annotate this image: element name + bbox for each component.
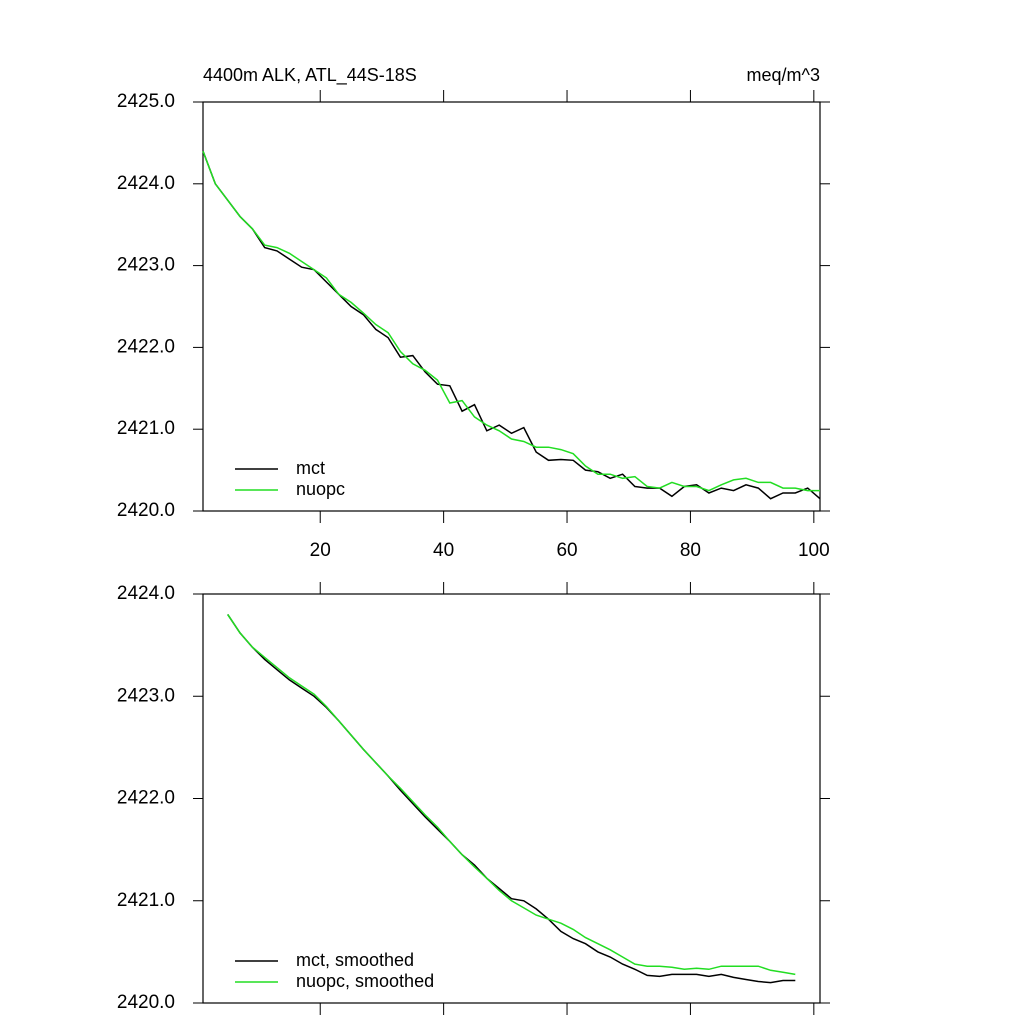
x-tick-label: 20 [310, 540, 331, 561]
y-tick-label: 2424.0 [117, 173, 175, 194]
legend-label: nuopc, smoothed [296, 971, 434, 991]
x-tick-label: 40 [433, 540, 454, 561]
data-line [227, 613, 796, 976]
y-tick-label: 2423.0 [117, 255, 175, 276]
data-line [202, 150, 821, 500]
y-tick-label: 2421.0 [117, 890, 175, 911]
legend-label: mct [296, 458, 325, 478]
y-tick-label: 2425.0 [117, 91, 175, 112]
legend-label: nuopc [296, 479, 345, 499]
x-tick-label: 100 [798, 540, 830, 561]
y-tick-label: 2422.0 [117, 336, 175, 357]
y-tick-label: 2421.0 [117, 418, 175, 439]
y-tick-label: 2422.0 [117, 788, 175, 809]
data-line [227, 613, 796, 984]
y-tick-label: 2424.0 [117, 583, 175, 604]
plot-frame [202, 101, 821, 512]
units-label: meq/m^3 [747, 65, 820, 85]
x-tick-label: 80 [680, 540, 701, 561]
chart-title: 4400m ALK, ATL_44S-18S [203, 65, 417, 86]
y-tick-label: 2420.0 [117, 992, 175, 1013]
legend-label: mct, smoothed [296, 950, 414, 970]
data-line [202, 150, 820, 492]
x-tick-label: 60 [556, 540, 577, 561]
y-tick-label: 2423.0 [117, 685, 175, 706]
y-tick-label: 2420.0 [117, 500, 175, 521]
